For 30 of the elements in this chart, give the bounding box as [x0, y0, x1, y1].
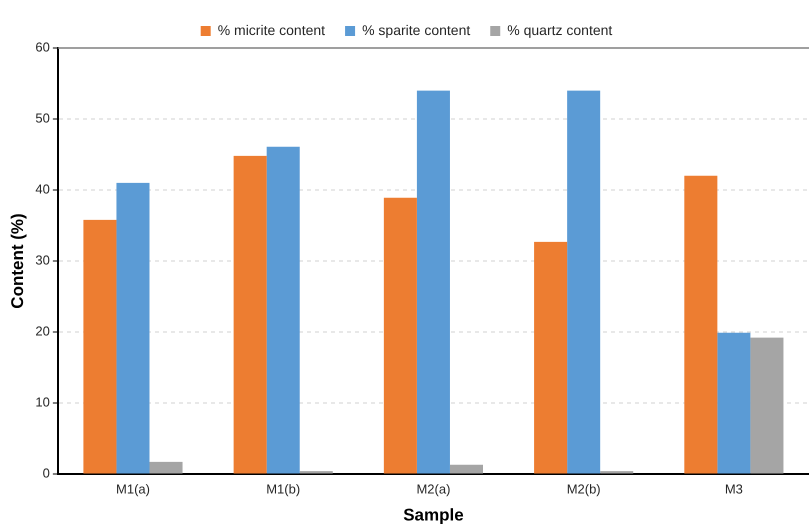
bar — [567, 90, 600, 474]
legend-label: % quartz content — [507, 22, 612, 38]
legend-label: % sparite content — [362, 22, 470, 38]
x-tick-label: M2(b) — [566, 481, 601, 496]
x-axis-title: Sample — [403, 505, 464, 524]
bar — [450, 464, 484, 474]
y-axis-title: Content (%) — [8, 213, 27, 309]
bar — [717, 332, 750, 474]
bar — [83, 220, 116, 474]
y-tick-label: 20 — [35, 324, 50, 339]
y-tick-label: 30 — [35, 252, 50, 268]
x-tick-label: M1(b) — [266, 481, 300, 496]
legend-label: % micrite content — [218, 22, 326, 38]
bar — [534, 242, 568, 474]
y-tick-label: 0 — [42, 466, 50, 481]
bar — [150, 462, 183, 474]
bar — [750, 338, 784, 474]
y-tick-label: 40 — [35, 182, 50, 197]
y-tick-label: 60 — [35, 40, 50, 55]
x-tick-label: M1(a) — [116, 481, 150, 496]
y-tick-label: 10 — [35, 394, 50, 410]
x-tick-label: M2(a) — [416, 481, 450, 496]
bar — [266, 146, 300, 474]
bar — [384, 198, 417, 474]
bar — [116, 182, 150, 474]
y-tick-label: 50 — [35, 110, 50, 126]
bar — [416, 90, 450, 474]
bar — [684, 176, 718, 474]
bar — [234, 156, 267, 474]
x-tick-label: M3 — [724, 481, 743, 496]
